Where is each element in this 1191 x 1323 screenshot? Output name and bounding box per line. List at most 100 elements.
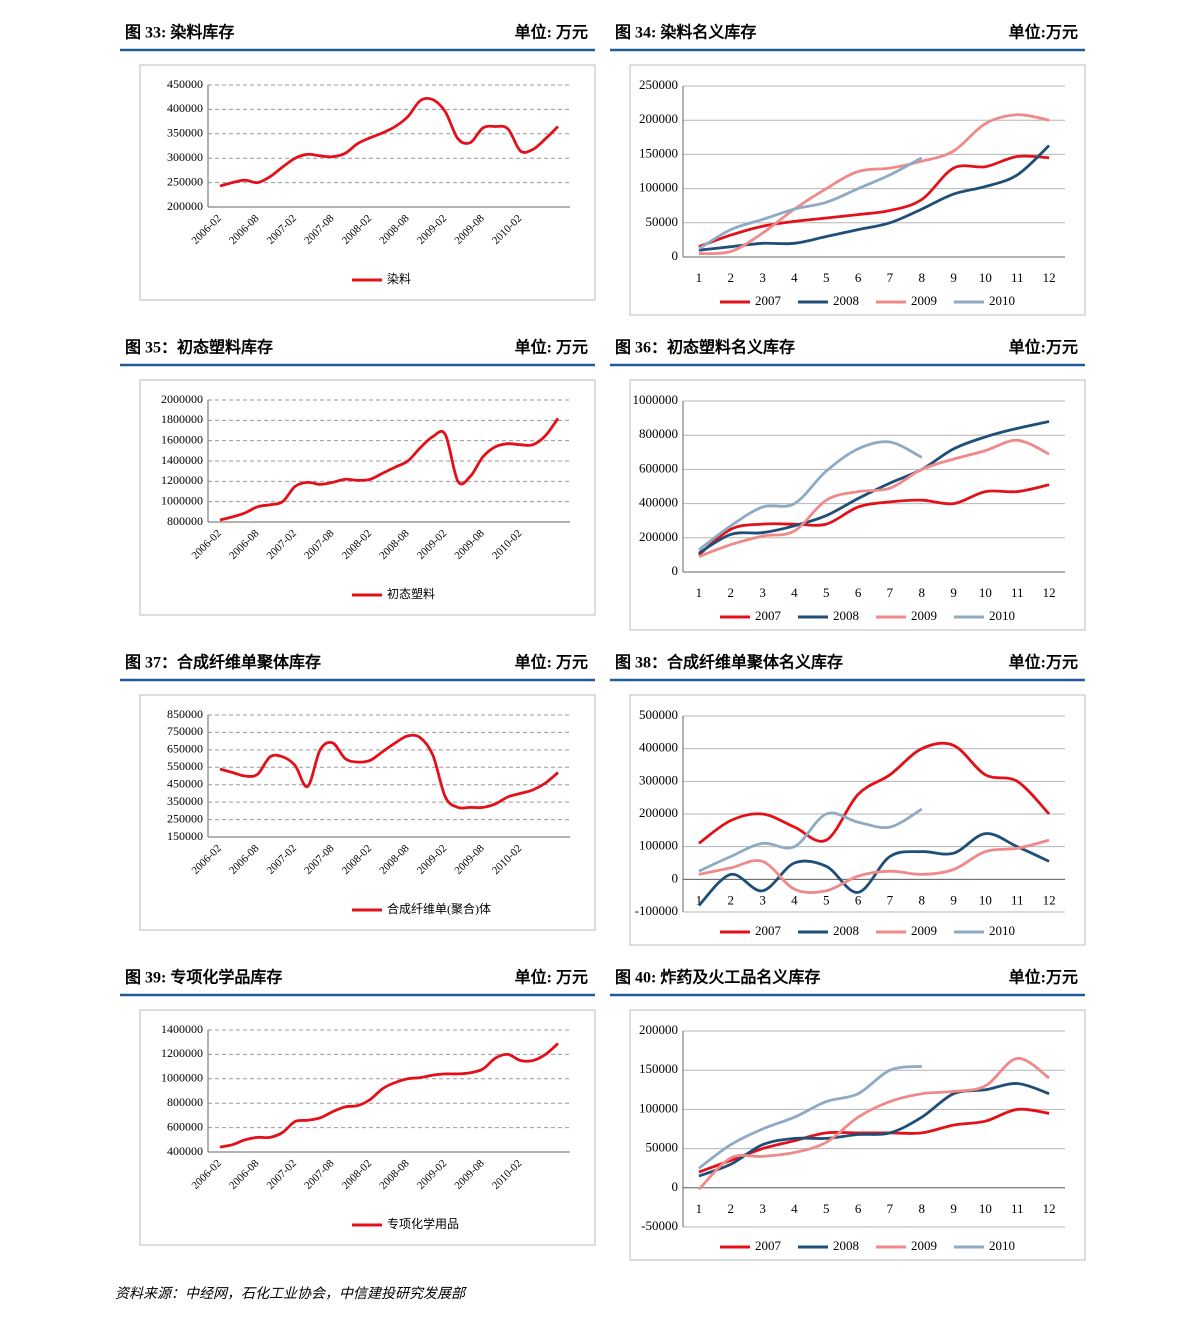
- chart-frame: [139, 379, 596, 616]
- y-tick-label: 50000: [646, 214, 679, 229]
- legend-label: 2010: [989, 1238, 1015, 1253]
- unit-label: 单位: 万元: [515, 23, 588, 42]
- x-tick-label: 2007-08: [302, 527, 337, 562]
- x-tick-label: 2009-08: [452, 527, 487, 562]
- x-tick-label: 2008-02: [340, 1157, 374, 1191]
- legend-label: 2007: [755, 1238, 782, 1253]
- y-tick-label: 250000: [167, 811, 203, 825]
- x-tick-label: 2007-02: [265, 842, 299, 876]
- y-tick-label: -50000: [641, 1218, 678, 1233]
- legend-label: 2010: [989, 608, 1015, 623]
- y-tick-label: 50000: [646, 1140, 679, 1155]
- series-line: [698, 838, 1050, 894]
- x-tick-label: 2006-08: [227, 1157, 262, 1192]
- series-line: [698, 156, 923, 250]
- y-tick-label: 1200000: [161, 473, 203, 487]
- x-tick-label: 2007-08: [302, 212, 337, 247]
- x-tick-label: 2008-08: [377, 212, 412, 247]
- series-line: [698, 1082, 1050, 1178]
- legend-label: 2010: [989, 923, 1015, 938]
- y-tick-label: 300000: [639, 772, 678, 787]
- unit-label: 单位:万元: [1009, 23, 1078, 42]
- y-tick-label: 300000: [167, 150, 203, 164]
- x-tick-label: 5: [823, 892, 830, 907]
- x-tick-label: 11: [1011, 892, 1024, 907]
- x-tick-label: 10: [979, 270, 992, 285]
- series-line: [219, 417, 560, 522]
- legend-label: 专项化学用品: [387, 1216, 459, 1231]
- x-tick-label: 6: [855, 585, 862, 600]
- y-tick-label: 450000: [167, 77, 203, 91]
- x-tick-label: 2008-08: [377, 842, 412, 877]
- x-tick-label: 2007-08: [302, 1157, 337, 1192]
- series-line: [698, 440, 923, 551]
- x-tick-label: 1: [696, 892, 703, 907]
- y-tick-label: 750000: [167, 724, 203, 738]
- y-tick-label: 150000: [639, 1061, 678, 1076]
- y-tick-label: 400000: [167, 101, 203, 115]
- chart-title: 图 33: 染料库存: [125, 23, 234, 42]
- x-tick-label: 4: [791, 892, 798, 907]
- y-tick-label: 2000000: [161, 392, 203, 406]
- y-tick-label: 0: [672, 248, 679, 263]
- x-tick-label: 2006-08: [227, 212, 262, 247]
- x-tick-label: 2: [728, 270, 735, 285]
- y-tick-label: 200000: [167, 199, 203, 213]
- x-tick-label: 2007-02: [265, 1157, 299, 1191]
- x-tick-label: 9: [950, 270, 957, 285]
- y-tick-label: 1400000: [161, 1022, 203, 1036]
- y-tick-label: 800000: [639, 426, 678, 441]
- x-tick-label: 2007-02: [265, 212, 299, 246]
- series-line: [698, 741, 1051, 845]
- series-line: [698, 1064, 922, 1170]
- x-tick-label: 6: [855, 270, 862, 285]
- series-line: [698, 420, 1050, 555]
- series-line: [219, 733, 559, 810]
- y-tick-label: 600000: [639, 460, 678, 475]
- series-line: [697, 832, 1050, 907]
- y-tick-label: 0: [672, 870, 679, 885]
- x-tick-label: 10: [979, 892, 992, 907]
- y-tick-label: 800000: [167, 1095, 203, 1109]
- legend-label: 2008: [833, 1238, 859, 1253]
- chart-frame: [629, 64, 1086, 316]
- unit-label: 单位:万元: [1009, 338, 1078, 357]
- x-tick-label: 2: [728, 585, 735, 600]
- y-tick-label: 200000: [639, 111, 678, 126]
- legend-label: 2007: [755, 608, 782, 623]
- x-tick-label: 11: [1011, 585, 1024, 600]
- series-line: [698, 1107, 1050, 1174]
- y-tick-label: 0: [672, 563, 679, 578]
- y-tick-label: 1000000: [161, 493, 203, 507]
- x-tick-label: 2: [728, 1201, 735, 1216]
- legend-label: 2008: [833, 923, 859, 938]
- x-tick-label: 2008-08: [377, 527, 412, 562]
- chart-frame: [139, 694, 596, 931]
- y-tick-label: 250000: [639, 77, 678, 92]
- x-tick-label: 10: [979, 585, 992, 600]
- x-tick-label: 2009-02: [415, 1157, 449, 1191]
- x-tick-label: 1: [696, 585, 703, 600]
- legend-label: 合成纤维单(聚合)体: [387, 901, 491, 916]
- x-tick-label: 11: [1011, 1201, 1024, 1216]
- x-tick-label: 3: [759, 270, 766, 285]
- series-line: [697, 1057, 1050, 1191]
- x-tick-label: 2009-02: [415, 842, 449, 876]
- source-note: 资料来源：中经网，石化工业协会，中信建投研究发展部: [115, 1286, 467, 1302]
- x-tick-label: 9: [950, 892, 957, 907]
- x-tick-label: 5: [823, 1201, 830, 1216]
- y-tick-label: 100000: [639, 1100, 678, 1115]
- unit-label: 单位: 万元: [515, 338, 588, 357]
- x-tick-label: 2010-02: [490, 212, 524, 246]
- x-tick-label: 4: [791, 270, 798, 285]
- y-tick-label: 0: [672, 1179, 679, 1194]
- chart-frame: [629, 694, 1086, 946]
- x-tick-label: 2006-02: [189, 212, 223, 246]
- y-tick-label: 1800000: [161, 412, 203, 426]
- chart-title: 图 36：初态塑料名义库存: [615, 338, 795, 357]
- x-tick-label: 1: [696, 1201, 703, 1216]
- x-tick-label: 2008-02: [340, 527, 374, 561]
- chart-frame: [139, 1009, 596, 1246]
- y-tick-label: 400000: [167, 1144, 203, 1158]
- x-tick-label: 4: [791, 585, 798, 600]
